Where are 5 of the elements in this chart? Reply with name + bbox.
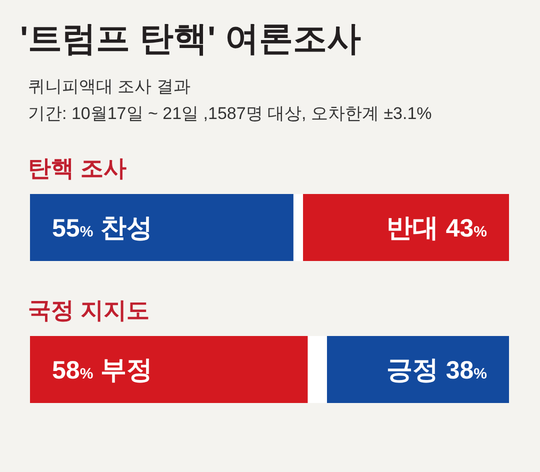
panel-title: 국정 지지도	[28, 297, 150, 323]
panel-title: 탄핵 조사	[28, 155, 126, 181]
annotation: 기간: 10월17일 ~ 21일 ,1587명 대상, 오차한계 ±3.1%	[28, 104, 432, 123]
title: '트럼프 탄핵' 여론조사	[20, 20, 362, 58]
subtitle: 퀴니피액대 조사 결과	[28, 77, 190, 96]
